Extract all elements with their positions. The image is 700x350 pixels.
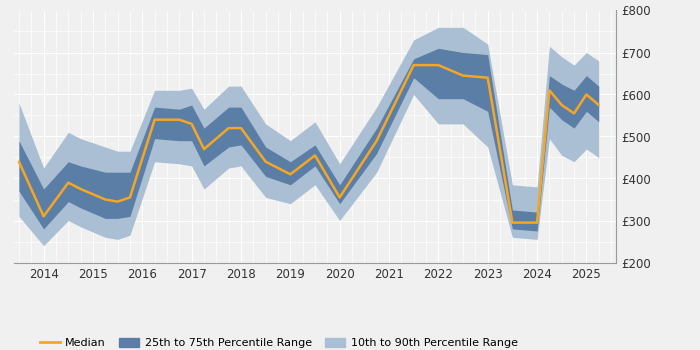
Legend: Median, 25th to 75th Percentile Range, 10th to 90th Percentile Range: Median, 25th to 75th Percentile Range, 1… — [35, 333, 522, 350]
